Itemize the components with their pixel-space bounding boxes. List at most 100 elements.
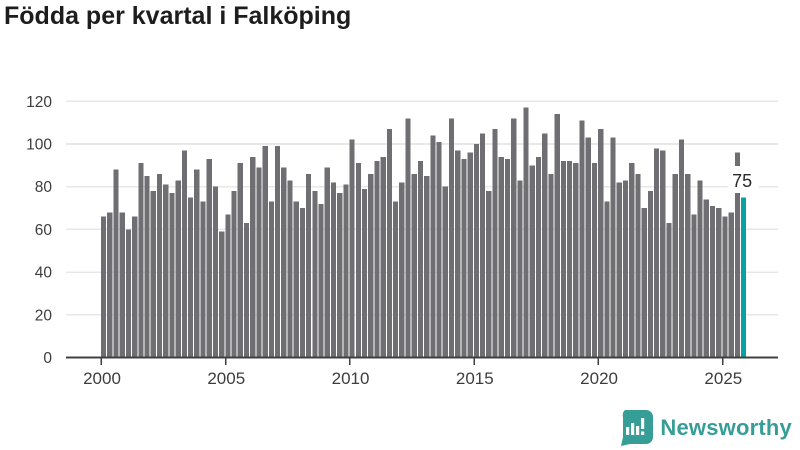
bar bbox=[461, 158, 467, 358]
bar bbox=[473, 144, 479, 358]
bar bbox=[299, 208, 305, 358]
bar bbox=[181, 150, 187, 358]
bar bbox=[312, 191, 318, 358]
bar bbox=[355, 163, 361, 358]
x-tick bbox=[721, 358, 724, 365]
bar bbox=[219, 231, 225, 358]
bar bbox=[523, 107, 529, 358]
bar bbox=[113, 169, 119, 358]
x-tick bbox=[349, 358, 351, 365]
bar bbox=[101, 216, 107, 358]
bar bbox=[585, 137, 591, 358]
bar bbox=[206, 158, 212, 358]
bar bbox=[275, 146, 281, 358]
newsworthy-logo: Newsworthy bbox=[618, 410, 792, 446]
bar bbox=[268, 201, 274, 358]
bar bbox=[107, 212, 113, 358]
y-axis-labels: 0 20 40 60 80 100 120 bbox=[26, 94, 52, 367]
bar bbox=[691, 214, 697, 358]
bar bbox=[604, 201, 610, 358]
bar bbox=[449, 118, 455, 358]
bar bbox=[424, 176, 430, 358]
logo-bars-glyph bbox=[626, 418, 645, 435]
bar bbox=[492, 129, 498, 358]
bar bbox=[324, 167, 330, 358]
x-axis-line bbox=[66, 356, 778, 359]
y-tick-label: 120 bbox=[26, 94, 52, 111]
bar bbox=[343, 184, 349, 358]
bar bbox=[455, 150, 461, 358]
bars bbox=[101, 107, 747, 358]
bar bbox=[722, 216, 728, 358]
bar bbox=[654, 148, 660, 358]
x-tick bbox=[597, 358, 600, 365]
bar bbox=[498, 156, 504, 358]
y-tick-label: 80 bbox=[35, 179, 53, 196]
bar bbox=[716, 208, 722, 358]
bar bbox=[480, 133, 486, 358]
bar bbox=[287, 180, 293, 358]
bar bbox=[728, 212, 734, 358]
x-tick bbox=[473, 358, 475, 365]
bar bbox=[548, 173, 554, 358]
x-tick-label: 2025 bbox=[704, 369, 742, 388]
bar bbox=[368, 173, 374, 358]
x-tick bbox=[100, 358, 103, 365]
bar bbox=[554, 114, 560, 358]
bar bbox=[709, 205, 716, 358]
bar bbox=[622, 180, 629, 358]
bar bbox=[678, 139, 685, 358]
bar bbox=[616, 182, 622, 358]
bar bbox=[212, 186, 218, 358]
bar bbox=[467, 152, 473, 358]
bar bbox=[225, 214, 231, 358]
bar bbox=[138, 163, 144, 358]
x-tick-label: 2005 bbox=[207, 369, 245, 388]
last-value-annotation: 75 bbox=[727, 166, 759, 193]
x-tick-label: 2015 bbox=[456, 369, 494, 388]
bar bbox=[132, 216, 138, 358]
annotation-background bbox=[727, 166, 759, 193]
x-axis bbox=[66, 356, 778, 365]
bar bbox=[318, 203, 324, 358]
x-tick bbox=[224, 358, 227, 365]
bar bbox=[629, 163, 635, 358]
bar bbox=[125, 229, 132, 358]
bar bbox=[666, 223, 672, 358]
x-tick-label: 2020 bbox=[580, 369, 618, 388]
bar bbox=[529, 165, 535, 358]
bar bbox=[647, 191, 653, 358]
bar bbox=[119, 212, 125, 358]
bar bbox=[293, 201, 299, 358]
bar bbox=[237, 163, 243, 358]
bar bbox=[417, 161, 424, 358]
bar bbox=[579, 120, 585, 358]
bar bbox=[281, 167, 287, 358]
bar bbox=[337, 193, 343, 358]
chart-title: Födda per kvartal i Falköping bbox=[4, 2, 352, 30]
bar bbox=[188, 197, 194, 358]
bar bbox=[200, 201, 206, 358]
y-tick-label: 100 bbox=[26, 137, 52, 154]
bar bbox=[660, 150, 666, 358]
bar bbox=[386, 129, 392, 358]
bar bbox=[250, 156, 256, 358]
y-tick-label: 0 bbox=[43, 350, 52, 367]
y-tick-label: 60 bbox=[35, 222, 53, 239]
bar bbox=[169, 193, 175, 358]
bar bbox=[393, 201, 399, 358]
bar bbox=[156, 173, 163, 358]
newsworthy-logo-text: Newsworthy bbox=[660, 415, 792, 440]
bar bbox=[641, 208, 647, 358]
bar bbox=[685, 173, 691, 358]
bar bbox=[243, 223, 250, 358]
bar bbox=[330, 182, 337, 358]
x-tick-label: 2010 bbox=[332, 369, 370, 388]
bar bbox=[405, 118, 411, 358]
y-tick-label: 20 bbox=[35, 307, 53, 324]
bar bbox=[567, 161, 573, 358]
highlighted-bar bbox=[741, 197, 747, 358]
annotation-label: 75 bbox=[732, 171, 752, 191]
bar bbox=[517, 180, 523, 358]
